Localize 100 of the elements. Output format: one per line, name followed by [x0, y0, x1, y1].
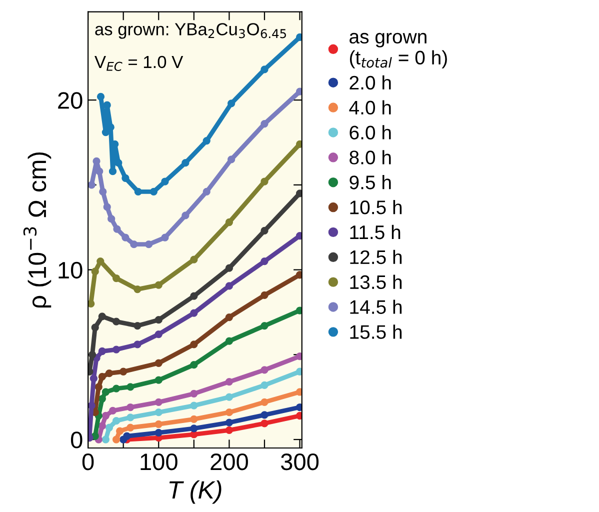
point	[98, 394, 106, 403]
legend-label: 14.5 h	[350, 300, 402, 314]
point	[260, 420, 268, 428]
point	[90, 374, 98, 382]
point	[190, 402, 198, 410]
y-tick-label: 0	[70, 432, 82, 448]
legend-label: 11.5 h	[350, 224, 400, 240]
point	[154, 398, 162, 406]
point	[260, 366, 268, 374]
point	[112, 346, 120, 354]
legend-label: 4.0 h	[349, 100, 391, 115]
point	[260, 322, 268, 330]
point	[98, 312, 106, 320]
point	[154, 408, 162, 416]
point	[228, 156, 236, 164]
legend-label: 6.0 h	[350, 125, 391, 140]
point	[296, 388, 302, 396]
point	[190, 361, 198, 369]
point	[112, 384, 120, 392]
point	[190, 256, 198, 264]
point	[225, 218, 234, 226]
x-tick-label: 0	[82, 453, 94, 470]
point	[202, 136, 210, 145]
point	[296, 232, 302, 240]
point	[102, 388, 110, 396]
point	[134, 285, 142, 294]
point	[154, 428, 162, 437]
point	[88, 402, 96, 410]
point	[126, 383, 134, 391]
point	[112, 417, 120, 425]
point	[103, 203, 111, 211]
point	[126, 424, 134, 432]
point	[260, 381, 268, 390]
legend-label: 2.0 h	[350, 75, 391, 90]
point	[154, 376, 162, 384]
point	[260, 66, 268, 74]
point	[225, 264, 234, 272]
point	[102, 436, 110, 444]
point	[225, 337, 234, 345]
x-tick-label: 100	[140, 453, 178, 470]
point	[134, 322, 142, 330]
point	[96, 168, 104, 176]
point	[260, 226, 268, 235]
point	[296, 33, 302, 42]
point	[190, 340, 198, 348]
point	[296, 368, 302, 376]
point	[225, 282, 234, 290]
point	[102, 412, 110, 420]
point	[116, 427, 124, 435]
point	[130, 240, 138, 248]
point	[99, 188, 107, 196]
point	[225, 426, 234, 434]
point	[88, 181, 96, 189]
point	[134, 188, 142, 196]
point	[154, 330, 162, 338]
point	[112, 274, 120, 282]
point	[98, 347, 106, 356]
point	[296, 403, 302, 412]
point	[154, 281, 162, 289]
point	[122, 234, 130, 242]
point	[260, 411, 268, 419]
point	[225, 378, 234, 386]
point	[122, 174, 130, 182]
point	[190, 292, 198, 300]
point	[144, 240, 153, 248]
point	[225, 393, 234, 401]
point	[91, 268, 99, 276]
point	[114, 159, 122, 167]
point	[190, 415, 198, 423]
point	[225, 313, 234, 322]
point	[260, 120, 268, 128]
point	[161, 178, 169, 186]
point	[91, 324, 99, 332]
x-tick-label: 200	[210, 453, 248, 470]
legend-label: 9.5 h	[350, 175, 391, 190]
annotation: V$_{EC}$ = 1.0 V	[94, 56, 184, 71]
point	[260, 398, 268, 406]
point	[88, 300, 95, 308]
point	[161, 234, 169, 242]
point	[113, 225, 121, 233]
point	[228, 100, 236, 108]
point	[260, 257, 268, 266]
point	[260, 178, 268, 186]
point	[260, 291, 268, 300]
point	[190, 390, 198, 398]
point	[190, 309, 198, 317]
point	[182, 159, 190, 167]
y-tick-label: 10	[58, 262, 82, 279]
point	[96, 92, 105, 100]
point	[126, 403, 134, 412]
point	[120, 368, 128, 376]
point	[92, 157, 100, 165]
point	[105, 369, 114, 378]
point	[202, 188, 210, 196]
point	[296, 271, 302, 279]
point	[182, 212, 190, 220]
y-axis-title: ρ (10$^{−3}$ Ω cm)	[23, 152, 52, 308]
x-axis-title: T (K)	[169, 480, 222, 504]
point	[94, 383, 102, 391]
point	[154, 359, 162, 367]
